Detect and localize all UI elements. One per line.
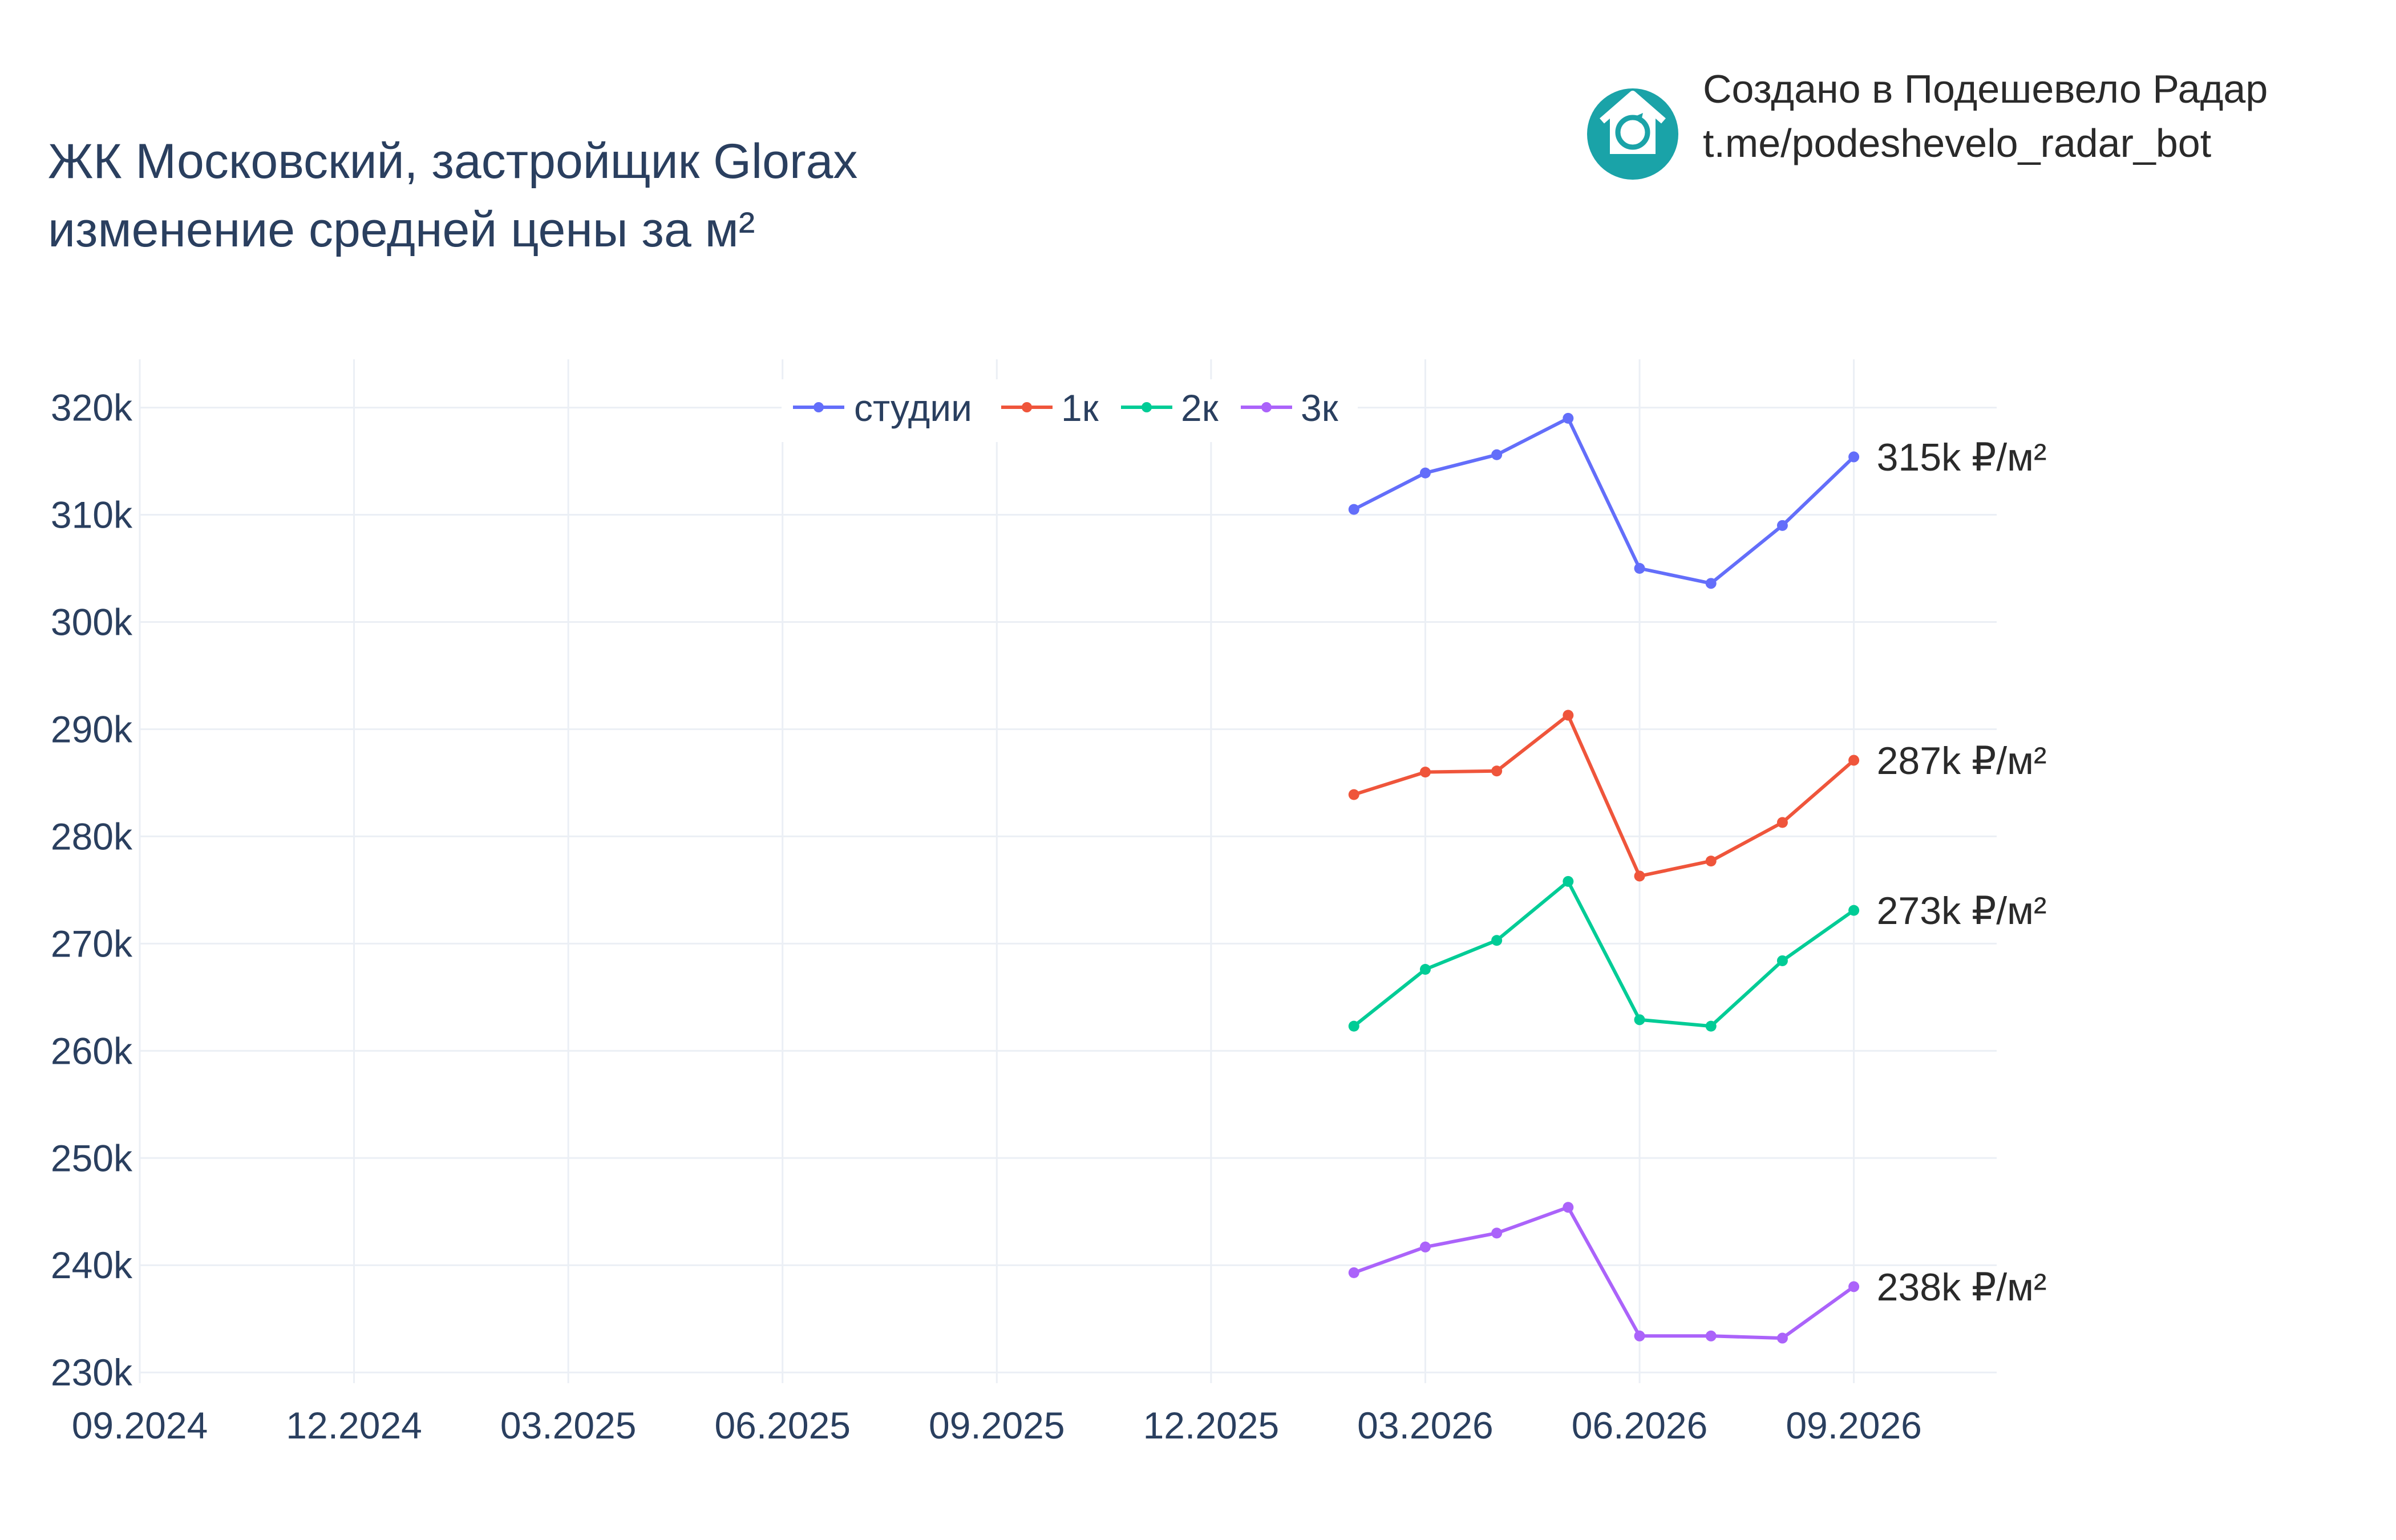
chart-title-line2: изменение средней цены за м² [48,202,755,257]
legend-item-2k[interactable]: 2к [1121,387,1219,429]
y-tick-label: 280k [51,815,133,857]
y-tick-label: 320k [51,387,133,429]
data-point[interactable] [1563,1202,1574,1213]
x-tick-label: 09.2026 [1786,1404,1922,1446]
legend-item-1k[interactable]: 1к [1001,387,1099,429]
x-tick-label: 03.2025 [500,1404,637,1446]
x-tick-label: 03.2026 [1357,1404,1494,1446]
data-point[interactable] [1348,1020,1359,1032]
legend-marker-3k [1261,402,1272,412]
data-point[interactable] [1705,856,1717,867]
x-tick-label: 06.2025 [714,1404,851,1446]
series-line-2 [1353,880,1855,1028]
y-tick-label: 290k [51,708,133,750]
end-value-label: 273k ₽/м² [1877,889,2047,933]
chart-title-line1: ЖК Московский, застройщик Glorax [48,134,857,189]
data-point[interactable] [1348,504,1359,515]
y-tick-label: 270k [51,922,133,964]
data-point[interactable] [1705,1330,1717,1342]
legend-marker-studios [813,402,824,412]
data-point[interactable] [1419,767,1431,778]
end-value-label: 287k ₽/м² [1877,739,2047,783]
x-tick-label: 06.2026 [1572,1404,1708,1446]
brand-logo-icon [1587,88,1678,180]
legend-marker-2k [1142,402,1152,412]
legend-item-studios[interactable]: студии [793,387,972,429]
data-point[interactable] [1705,1020,1717,1032]
data-point[interactable] [1491,765,1503,777]
data-point[interactable] [1848,905,1860,916]
series-line-1 [1353,714,1855,878]
y-tick-label: 240k [51,1244,133,1286]
x-tick-label: 09.2024 [72,1404,208,1446]
series-line-0 [1353,416,1855,585]
data-point[interactable] [1419,963,1431,975]
y-tick-label: 250k [51,1137,133,1179]
data-point[interactable] [1634,1014,1645,1026]
legend-label-3k: 3к [1301,387,1339,429]
series-layer [1348,412,1860,1344]
data-point[interactable] [1348,1267,1359,1278]
y-tick-label: 230k [51,1351,133,1393]
legend-label-1k: 1к [1061,387,1099,429]
data-point[interactable] [1776,817,1788,828]
data-point[interactable] [1419,467,1431,479]
data-point[interactable] [1848,451,1860,463]
legend: студии 1к 2к 3к [782,379,1358,442]
x-tick-label: 12.2025 [1143,1404,1280,1446]
x-tick-label: 09.2025 [929,1404,1065,1446]
data-point[interactable] [1419,1241,1431,1253]
legend-label-2k: 2к [1181,387,1219,429]
legend-item-3k[interactable]: 3к [1241,387,1339,429]
x-tick-label: 12.2024 [286,1404,422,1446]
brand-line2: t.me/podeshevelo_radar_bot [1703,121,2211,165]
data-point[interactable] [1848,755,1860,766]
data-point[interactable] [1348,789,1359,800]
data-point[interactable] [1634,870,1645,882]
data-point[interactable] [1776,520,1788,531]
data-point[interactable] [1634,1330,1645,1342]
data-point[interactable] [1563,710,1574,721]
grid-layer [139,359,1997,1383]
data-point[interactable] [1491,935,1503,946]
label-layer: 230k 240k 250k 260k 270k 280k 290k 300k 310k 320k… [51,387,2047,1446]
y-tick-label: 300k [51,601,133,643]
series-line-3 [1353,1205,1855,1340]
data-point[interactable] [1776,955,1788,966]
end-value-label: 315k ₽/м² [1877,436,2047,479]
data-point[interactable] [1563,412,1574,424]
end-value-label: 238k ₽/м² [1877,1266,2047,1309]
data-point[interactable] [1491,449,1503,460]
data-point[interactable] [1848,1281,1860,1292]
legend-background [782,379,1358,442]
data-point[interactable] [1634,563,1645,574]
data-point[interactable] [1563,876,1574,887]
data-point[interactable] [1491,1227,1503,1239]
legend-marker-1k [1022,402,1032,412]
y-tick-label: 260k [51,1030,133,1072]
data-point[interactable] [1705,578,1717,589]
y-tick-label: 310k [51,494,133,536]
data-point[interactable] [1776,1332,1788,1344]
legend-label-studios: студии [854,387,972,429]
brand-line1: Создано в Подешевело Радар [1703,67,2268,111]
